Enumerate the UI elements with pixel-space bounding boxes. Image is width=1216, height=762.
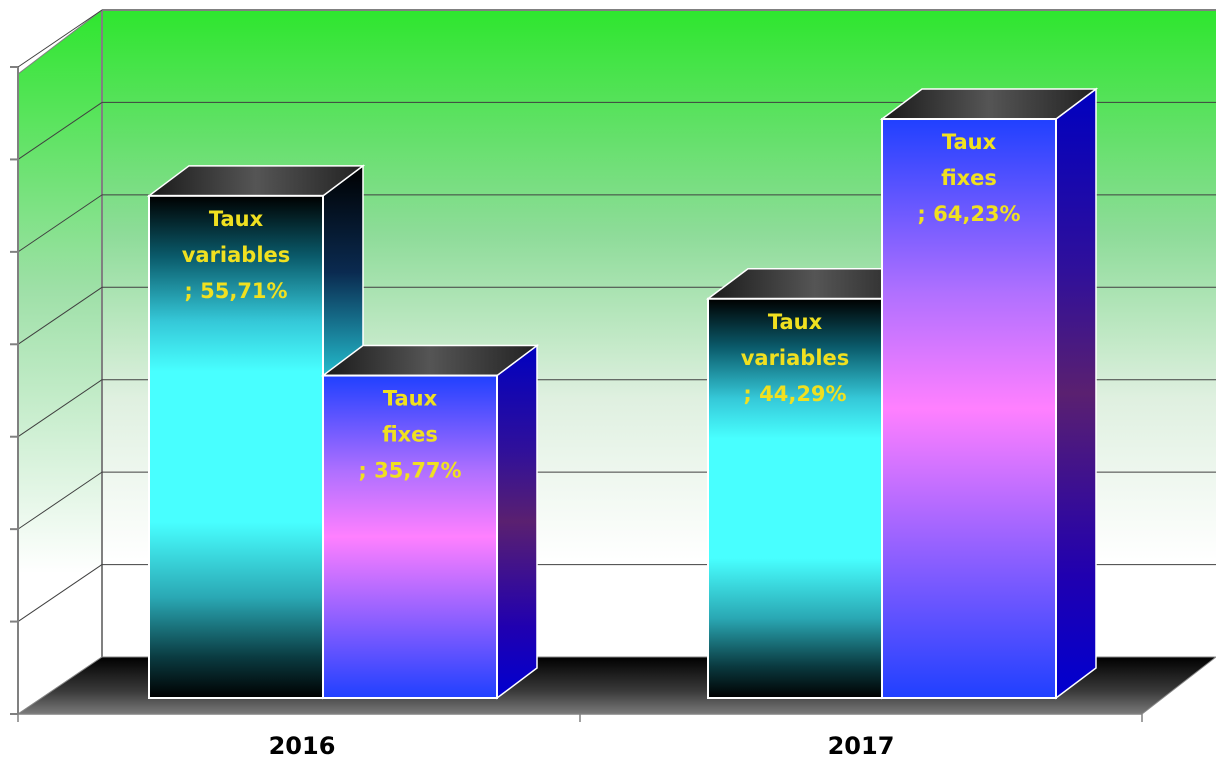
bar-taux-fixes-2016: Taux fixes ; 35,77% [320, 344, 540, 700]
category-axis: 2016 2017 [269, 732, 895, 760]
gridline-side [17, 102, 103, 160]
gridline-side [17, 564, 103, 622]
bar-side-face [496, 344, 538, 700]
data-label-taux-variables-2017: ; 44,29% [743, 382, 846, 406]
bar-front-face [322, 374, 498, 699]
gridline-side [17, 471, 103, 530]
gridline-side [17, 379, 103, 438]
data-label-taux-fixes-2017: fixes [941, 166, 997, 190]
data-label-taux-variables-2017: variables [741, 346, 850, 370]
data-label-taux-fixes-2017: ; 64,23% [917, 202, 1020, 226]
bar-front-face [148, 194, 324, 699]
data-label-taux-variables-2016: ; 55,71% [184, 279, 287, 303]
data-label-taux-fixes-2017: Taux [942, 130, 997, 154]
bar-side-face [1055, 87, 1097, 700]
category-label-2017: 2017 [828, 732, 895, 760]
bar-front-face [881, 118, 1057, 699]
category-label-2016: 2016 [269, 732, 336, 760]
data-label-taux-variables-2016: Taux [209, 207, 264, 231]
bar-front-face [707, 297, 883, 699]
gridline-side [17, 286, 103, 345]
value-axis [10, 66, 1143, 722]
gridline-side [17, 194, 103, 253]
data-label-taux-variables-2017: Taux [768, 310, 823, 334]
side-wall [17, 8, 103, 715]
bar-taux-fixes-2017: Taux fixes ; 64,23% [879, 87, 1099, 700]
gridline-side [17, 9, 103, 68]
data-label-taux-fixes-2016: ; 35,77% [358, 459, 461, 483]
data-label-taux-fixes-2016: fixes [382, 423, 438, 447]
data-label-taux-variables-2016: variables [182, 243, 291, 267]
data-label-taux-fixes-2016: Taux [383, 387, 438, 411]
